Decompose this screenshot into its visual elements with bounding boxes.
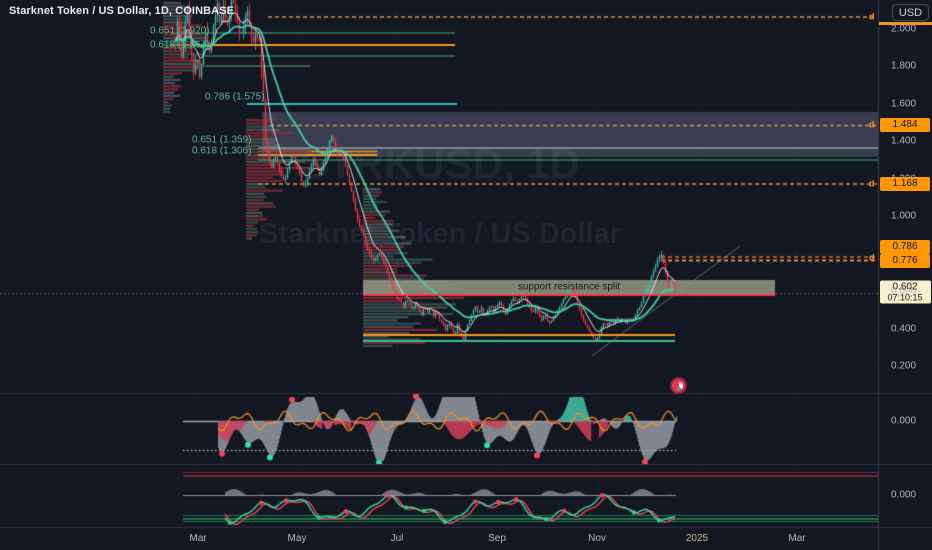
fib-level-label: 0.618 (1.867) [150, 39, 210, 51]
price-tick: 0.200 [891, 360, 917, 372]
price-tick: 1.800 [891, 60, 917, 72]
price-tick: 2.000 [891, 23, 917, 35]
price-tick: 0.600 [891, 285, 917, 297]
drawing-price-label: 1.484 [880, 118, 930, 132]
time-tick: Sep [488, 533, 506, 544]
time-tick: May [287, 533, 307, 544]
bar-countdown: 07:10:15 [887, 292, 923, 303]
time-tick: 2025 [685, 533, 709, 544]
fib-level-label: 0.786 (1.575) [205, 91, 265, 103]
drawing-price-label: 0.786 [880, 240, 930, 254]
price-tick: 0.000 [891, 489, 917, 501]
price-tick: 0.400 [891, 323, 917, 335]
fib-level-label: 0.651 (1.920) [150, 25, 210, 37]
drawing-price-label: 1.168 [880, 177, 930, 191]
hidden-price-label-strip [879, 22, 932, 25]
fib-level-label: 0.651 (1.359) [192, 134, 252, 146]
last-price-label: 0.602 07:10:15 [879, 280, 931, 304]
dashed-line-end-marker: d [869, 11, 875, 22]
indicator-logo-icon [670, 377, 687, 394]
price-tick: 1.600 [891, 98, 917, 110]
price-tick: 1.000 [891, 210, 917, 222]
last-price-value: 0.602 [892, 281, 918, 293]
currency-toggle-button[interactable]: USD [892, 4, 929, 21]
dashed-line-end-marker: d [869, 178, 875, 189]
dashed-line-end-marker: d [869, 252, 875, 263]
support-resistance-label[interactable]: support resistance split [517, 281, 621, 293]
time-tick: Jul [390, 533, 404, 544]
dashed-line-end-marker: d [869, 119, 875, 130]
price-tick: 1.400 [891, 135, 917, 147]
watermark-name: Starknet Token / US Dollar [258, 218, 622, 250]
time-tick: Nov [588, 533, 606, 544]
time-tick: Mar [788, 533, 806, 544]
symbol-legend[interactable]: Starknet Token / US Dollar, 1D, COINBASE [9, 5, 235, 17]
watermark-symbol: STRKUSD, 1D [299, 140, 581, 187]
pie-glyph-icon [674, 381, 683, 390]
drawing-price-label: 0.776 [880, 254, 930, 268]
price-tick: 0.000 [891, 415, 917, 427]
time-tick: Mar [189, 533, 207, 544]
fib-level-label: 0.618 (1.306) [192, 145, 252, 157]
